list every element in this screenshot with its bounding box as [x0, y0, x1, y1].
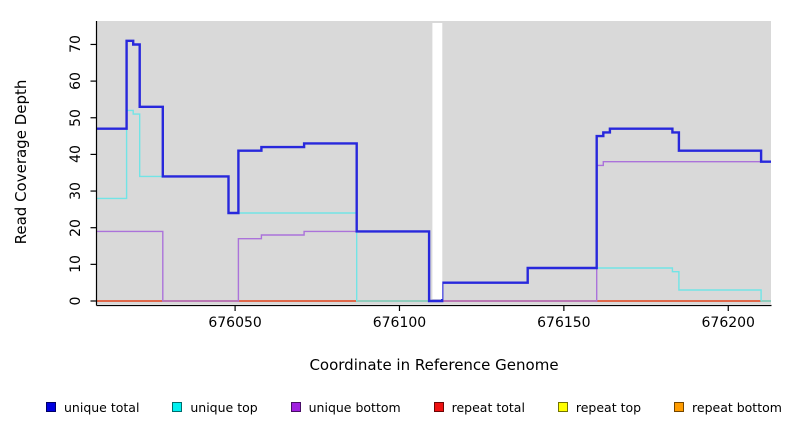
legend-swatch	[172, 402, 183, 412]
legend-swatch	[674, 402, 685, 412]
legend-swatch	[433, 402, 444, 412]
x-tick-label: 676200	[701, 315, 755, 331]
series-unique-top	[97, 109, 771, 302]
y-tick-label: 0	[68, 296, 84, 306]
legend-label: unique total	[64, 399, 140, 415]
masked-gap-region	[432, 23, 443, 299]
legend-item-unique-total: unique total	[46, 400, 139, 415]
axis-lines	[95, 21, 772, 307]
legend-label: repeat top	[575, 399, 642, 415]
legend-label: unique bottom	[308, 399, 401, 415]
legend-label: repeat bottom	[692, 399, 782, 415]
legend-item-unique-top: unique top	[172, 399, 258, 415]
x-tick-label: 676050	[208, 315, 262, 331]
legend: unique total unique top unique bottom repea…	[46, 395, 782, 419]
legend-label: repeat total	[451, 399, 525, 415]
legend-swatch	[46, 402, 56, 412]
legend-item-unique-bottom: unique bottom	[290, 399, 401, 415]
y-tick-label: 50	[68, 108, 84, 127]
y-tick-label: 70	[68, 35, 84, 54]
legend-swatch	[557, 402, 568, 412]
legend-swatch	[290, 402, 301, 412]
y-tick-label: 60	[68, 72, 84, 91]
y-tick-label: 40	[68, 145, 84, 164]
x-axis-label: Coordinate in Reference Genome	[309, 356, 559, 374]
legend-item-repeat-bottom: repeat bottom	[674, 400, 782, 415]
y-tick-label: 20	[68, 218, 84, 237]
legend-label: unique top	[190, 399, 258, 415]
y-axis-label: Read Coverage Depth	[12, 79, 30, 245]
y-tick-label: 30	[68, 182, 84, 200]
legend-item-repeat-top: repeat top	[557, 399, 642, 415]
legend-item-repeat-total: repeat total	[433, 399, 525, 415]
x-tick-label: 676150	[537, 315, 591, 331]
x-tick-label: 676100	[372, 315, 427, 331]
series-unique-bottom	[97, 161, 771, 302]
y-tick-label: 10	[68, 255, 84, 274]
series-unique-total	[97, 39, 771, 303]
